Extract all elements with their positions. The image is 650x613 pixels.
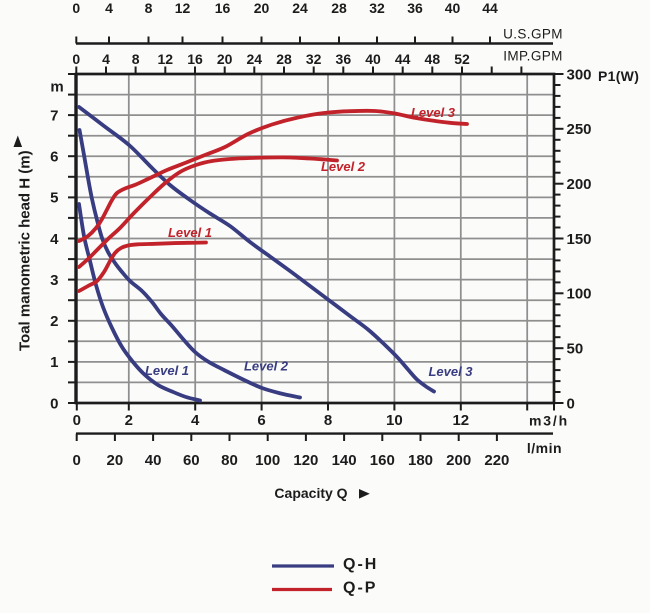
svg-text:m3/h: m3/h bbox=[529, 413, 569, 429]
svg-text:44: 44 bbox=[482, 0, 498, 16]
svg-text:150: 150 bbox=[567, 231, 592, 248]
svg-text:4: 4 bbox=[102, 51, 110, 67]
svg-text:l/min: l/min bbox=[527, 440, 562, 456]
svg-text:7: 7 bbox=[50, 107, 58, 124]
svg-text:28: 28 bbox=[331, 0, 347, 16]
svg-text:12: 12 bbox=[175, 0, 191, 16]
svg-text:P1(W): P1(W) bbox=[598, 68, 639, 84]
svg-text:U.S.GPM: U.S.GPM bbox=[503, 27, 563, 42]
svg-text:140: 140 bbox=[332, 452, 357, 469]
svg-text:300: 300 bbox=[567, 66, 592, 83]
svg-text:220: 220 bbox=[484, 452, 509, 469]
svg-text:28: 28 bbox=[276, 51, 292, 67]
svg-text:2: 2 bbox=[125, 412, 133, 429]
svg-text:24: 24 bbox=[247, 51, 263, 67]
svg-text:20: 20 bbox=[107, 452, 124, 469]
svg-text:50: 50 bbox=[567, 340, 584, 357]
svg-text:8: 8 bbox=[324, 412, 332, 429]
svg-text:4: 4 bbox=[50, 231, 59, 248]
svg-text:48: 48 bbox=[425, 51, 441, 67]
svg-text:0: 0 bbox=[73, 452, 81, 469]
svg-text:200: 200 bbox=[446, 452, 471, 469]
svg-text:12: 12 bbox=[452, 412, 469, 429]
svg-text:Capacity Q: Capacity Q bbox=[274, 485, 347, 501]
svg-text:Level 3: Level 3 bbox=[411, 105, 456, 120]
svg-text:6: 6 bbox=[50, 149, 58, 166]
svg-text:1: 1 bbox=[50, 354, 58, 371]
svg-text:8: 8 bbox=[132, 51, 140, 67]
svg-text:80: 80 bbox=[221, 452, 238, 469]
svg-text:3: 3 bbox=[50, 272, 58, 289]
svg-text:0: 0 bbox=[72, 0, 80, 16]
svg-text:160: 160 bbox=[370, 452, 395, 469]
svg-text:Q-P: Q-P bbox=[343, 580, 377, 597]
svg-text:250: 250 bbox=[567, 121, 592, 138]
svg-text:m: m bbox=[50, 79, 63, 96]
svg-text:20: 20 bbox=[217, 51, 233, 67]
svg-text:12: 12 bbox=[158, 51, 174, 67]
svg-text:200: 200 bbox=[567, 176, 592, 193]
svg-text:Toal manometric head H (m): Toal manometric head H (m) bbox=[17, 150, 34, 351]
svg-text:40: 40 bbox=[365, 51, 381, 67]
svg-text:20: 20 bbox=[254, 0, 270, 16]
svg-text:44: 44 bbox=[395, 51, 411, 67]
svg-text:0: 0 bbox=[50, 395, 58, 412]
svg-text:Level 1: Level 1 bbox=[168, 225, 212, 240]
svg-text:100: 100 bbox=[255, 452, 280, 469]
svg-text:16: 16 bbox=[215, 0, 231, 16]
svg-text:24: 24 bbox=[292, 0, 308, 16]
svg-text:2: 2 bbox=[50, 313, 58, 330]
svg-text:100: 100 bbox=[567, 286, 592, 303]
svg-text:Level 1: Level 1 bbox=[145, 363, 189, 378]
svg-text:8: 8 bbox=[145, 0, 153, 16]
svg-text:32: 32 bbox=[369, 0, 385, 16]
svg-text:36: 36 bbox=[336, 51, 352, 67]
svg-text:6: 6 bbox=[257, 412, 265, 429]
svg-text:32: 32 bbox=[306, 51, 322, 67]
svg-text:16: 16 bbox=[187, 51, 203, 67]
svg-text:Q-H: Q-H bbox=[343, 556, 378, 573]
svg-text:4: 4 bbox=[105, 0, 113, 16]
svg-text:0: 0 bbox=[72, 51, 80, 67]
svg-text:60: 60 bbox=[183, 452, 200, 469]
svg-text:5: 5 bbox=[50, 190, 58, 207]
svg-text:40: 40 bbox=[445, 0, 461, 16]
svg-text:120: 120 bbox=[293, 452, 318, 469]
svg-text:40: 40 bbox=[145, 452, 162, 469]
svg-text:36: 36 bbox=[407, 0, 423, 16]
svg-text:0: 0 bbox=[567, 395, 575, 412]
svg-text:0: 0 bbox=[73, 412, 81, 429]
svg-text:Level 2: Level 2 bbox=[244, 359, 289, 374]
svg-text:Level 3: Level 3 bbox=[428, 364, 473, 379]
svg-text:IMP.GPM: IMP.GPM bbox=[503, 49, 563, 64]
svg-text:4: 4 bbox=[191, 412, 200, 429]
svg-text:180: 180 bbox=[408, 452, 433, 469]
svg-text:10: 10 bbox=[386, 412, 403, 429]
svg-text:52: 52 bbox=[454, 51, 470, 67]
svg-text:Level 2: Level 2 bbox=[321, 159, 366, 174]
